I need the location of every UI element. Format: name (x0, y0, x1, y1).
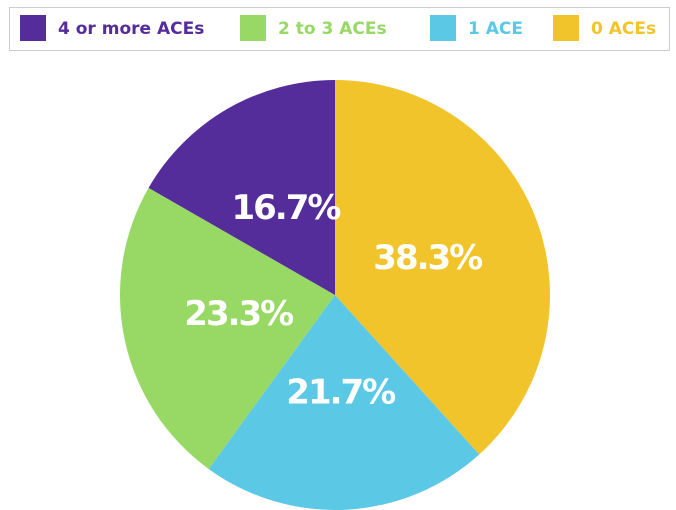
slice-label: 16.7% (231, 188, 340, 228)
legend-label: 2 to 3 ACEs (278, 19, 387, 39)
slice-label: 23.3% (184, 294, 293, 334)
legend-swatch (20, 15, 46, 41)
legend-label: 1 ACE (468, 19, 523, 39)
pie-slice (148, 79, 335, 295)
legend-swatch (240, 15, 266, 41)
pie-slice (335, 80, 550, 455)
slice-label: 38.3% (373, 238, 482, 278)
slice-label: 21.7% (286, 372, 395, 412)
legend-label: 0 ACEs (591, 19, 656, 39)
pie-slice (208, 295, 480, 510)
pie-slice (119, 187, 335, 469)
legend-label: 4 or more ACEs (58, 19, 204, 39)
legend-swatch (553, 15, 579, 41)
legend-swatch (430, 15, 456, 41)
